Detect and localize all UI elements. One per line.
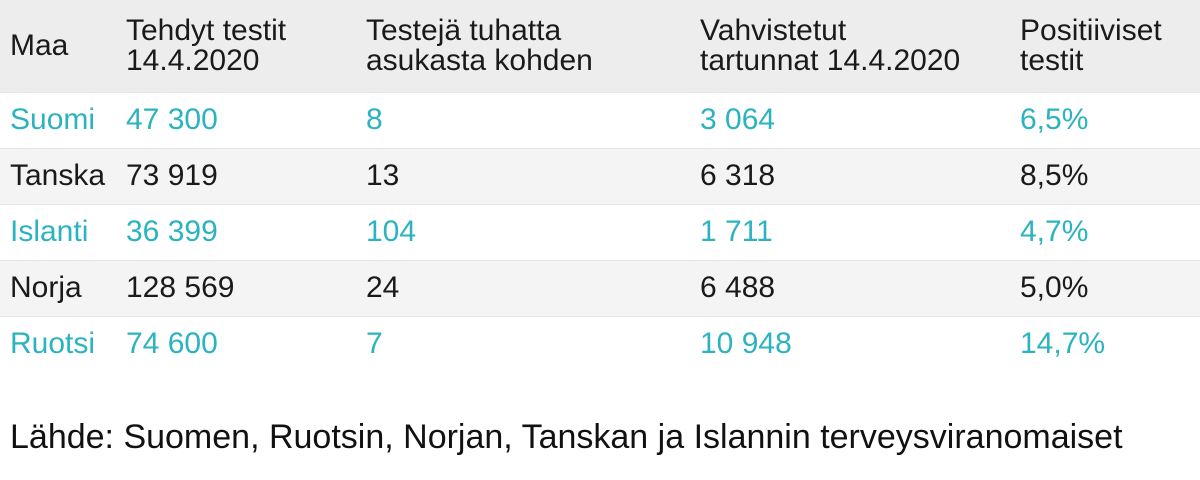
cell-positive-tests: 14,7% (1020, 327, 1106, 361)
cell-positive-tests: 8,5% (1020, 159, 1089, 192)
covid-tests-table: Maa Tehdyt testit 14.4.2020 Testejä tuha… (0, 0, 1200, 372)
cell-positive-tests: 6,5% (1020, 103, 1089, 136)
table-row: Tanska 73 919 13 6 318 8,5% (0, 148, 1200, 204)
table-header-row: Maa Tehdyt testit 14.4.2020 Testejä tuha… (0, 0, 1200, 92)
cell-positive-tests: 5,0% (1020, 271, 1089, 304)
header-country: Maa (0, 0, 116, 92)
table-row: Suomi 47 300 8 3 064 6,5% (0, 92, 1200, 148)
cell-tests-per-thousand: 7 (366, 327, 383, 361)
cell-tests-per-thousand: 8 (366, 103, 383, 136)
cell-country: Tanska (10, 159, 106, 192)
source-note: Lähde: Suomen, Ruotsin, Norjan, Tanskan … (10, 418, 1123, 456)
cell-country: Islanti (10, 215, 89, 248)
cell-tests-done: 74 600 (126, 327, 218, 361)
cell-tests-done: 128 569 (126, 271, 235, 304)
cell-tests-done: 47 300 (126, 103, 218, 136)
cell-country: Suomi (10, 103, 96, 136)
cell-tests-per-thousand: 104 (366, 215, 417, 248)
header-positive-tests: Positiiviset testit (1010, 0, 1200, 92)
table-row: Norja 128 569 24 6 488 5,0% (0, 260, 1200, 316)
cell-confirmed-cases: 10 948 (700, 327, 792, 361)
cell-country: Ruotsi (10, 327, 96, 361)
cell-tests-per-thousand: 13 (366, 159, 400, 192)
cell-confirmed-cases: 6 318 (700, 159, 776, 192)
header-tests-done: Tehdyt testit 14.4.2020 (116, 0, 356, 92)
cell-confirmed-cases: 3 064 (700, 103, 776, 136)
header-tests-per-thousand: Testejä tuhatta asukasta kohden (356, 0, 690, 92)
header-confirmed-cases: Vahvistetut tartunnat 14.4.2020 (690, 0, 1010, 92)
cell-positive-tests: 4,7% (1020, 215, 1089, 248)
table-row: Ruotsi 74 600 7 10 948 14,7% (0, 316, 1200, 372)
cell-tests-done: 36 399 (126, 215, 218, 248)
cell-country: Norja (10, 271, 82, 304)
cell-tests-done: 73 919 (126, 159, 218, 192)
table-row: Islanti 36 399 104 1 711 4,7% (0, 204, 1200, 260)
cell-confirmed-cases: 1 711 (700, 215, 773, 248)
cell-confirmed-cases: 6 488 (700, 271, 776, 304)
cell-tests-per-thousand: 24 (366, 271, 400, 304)
